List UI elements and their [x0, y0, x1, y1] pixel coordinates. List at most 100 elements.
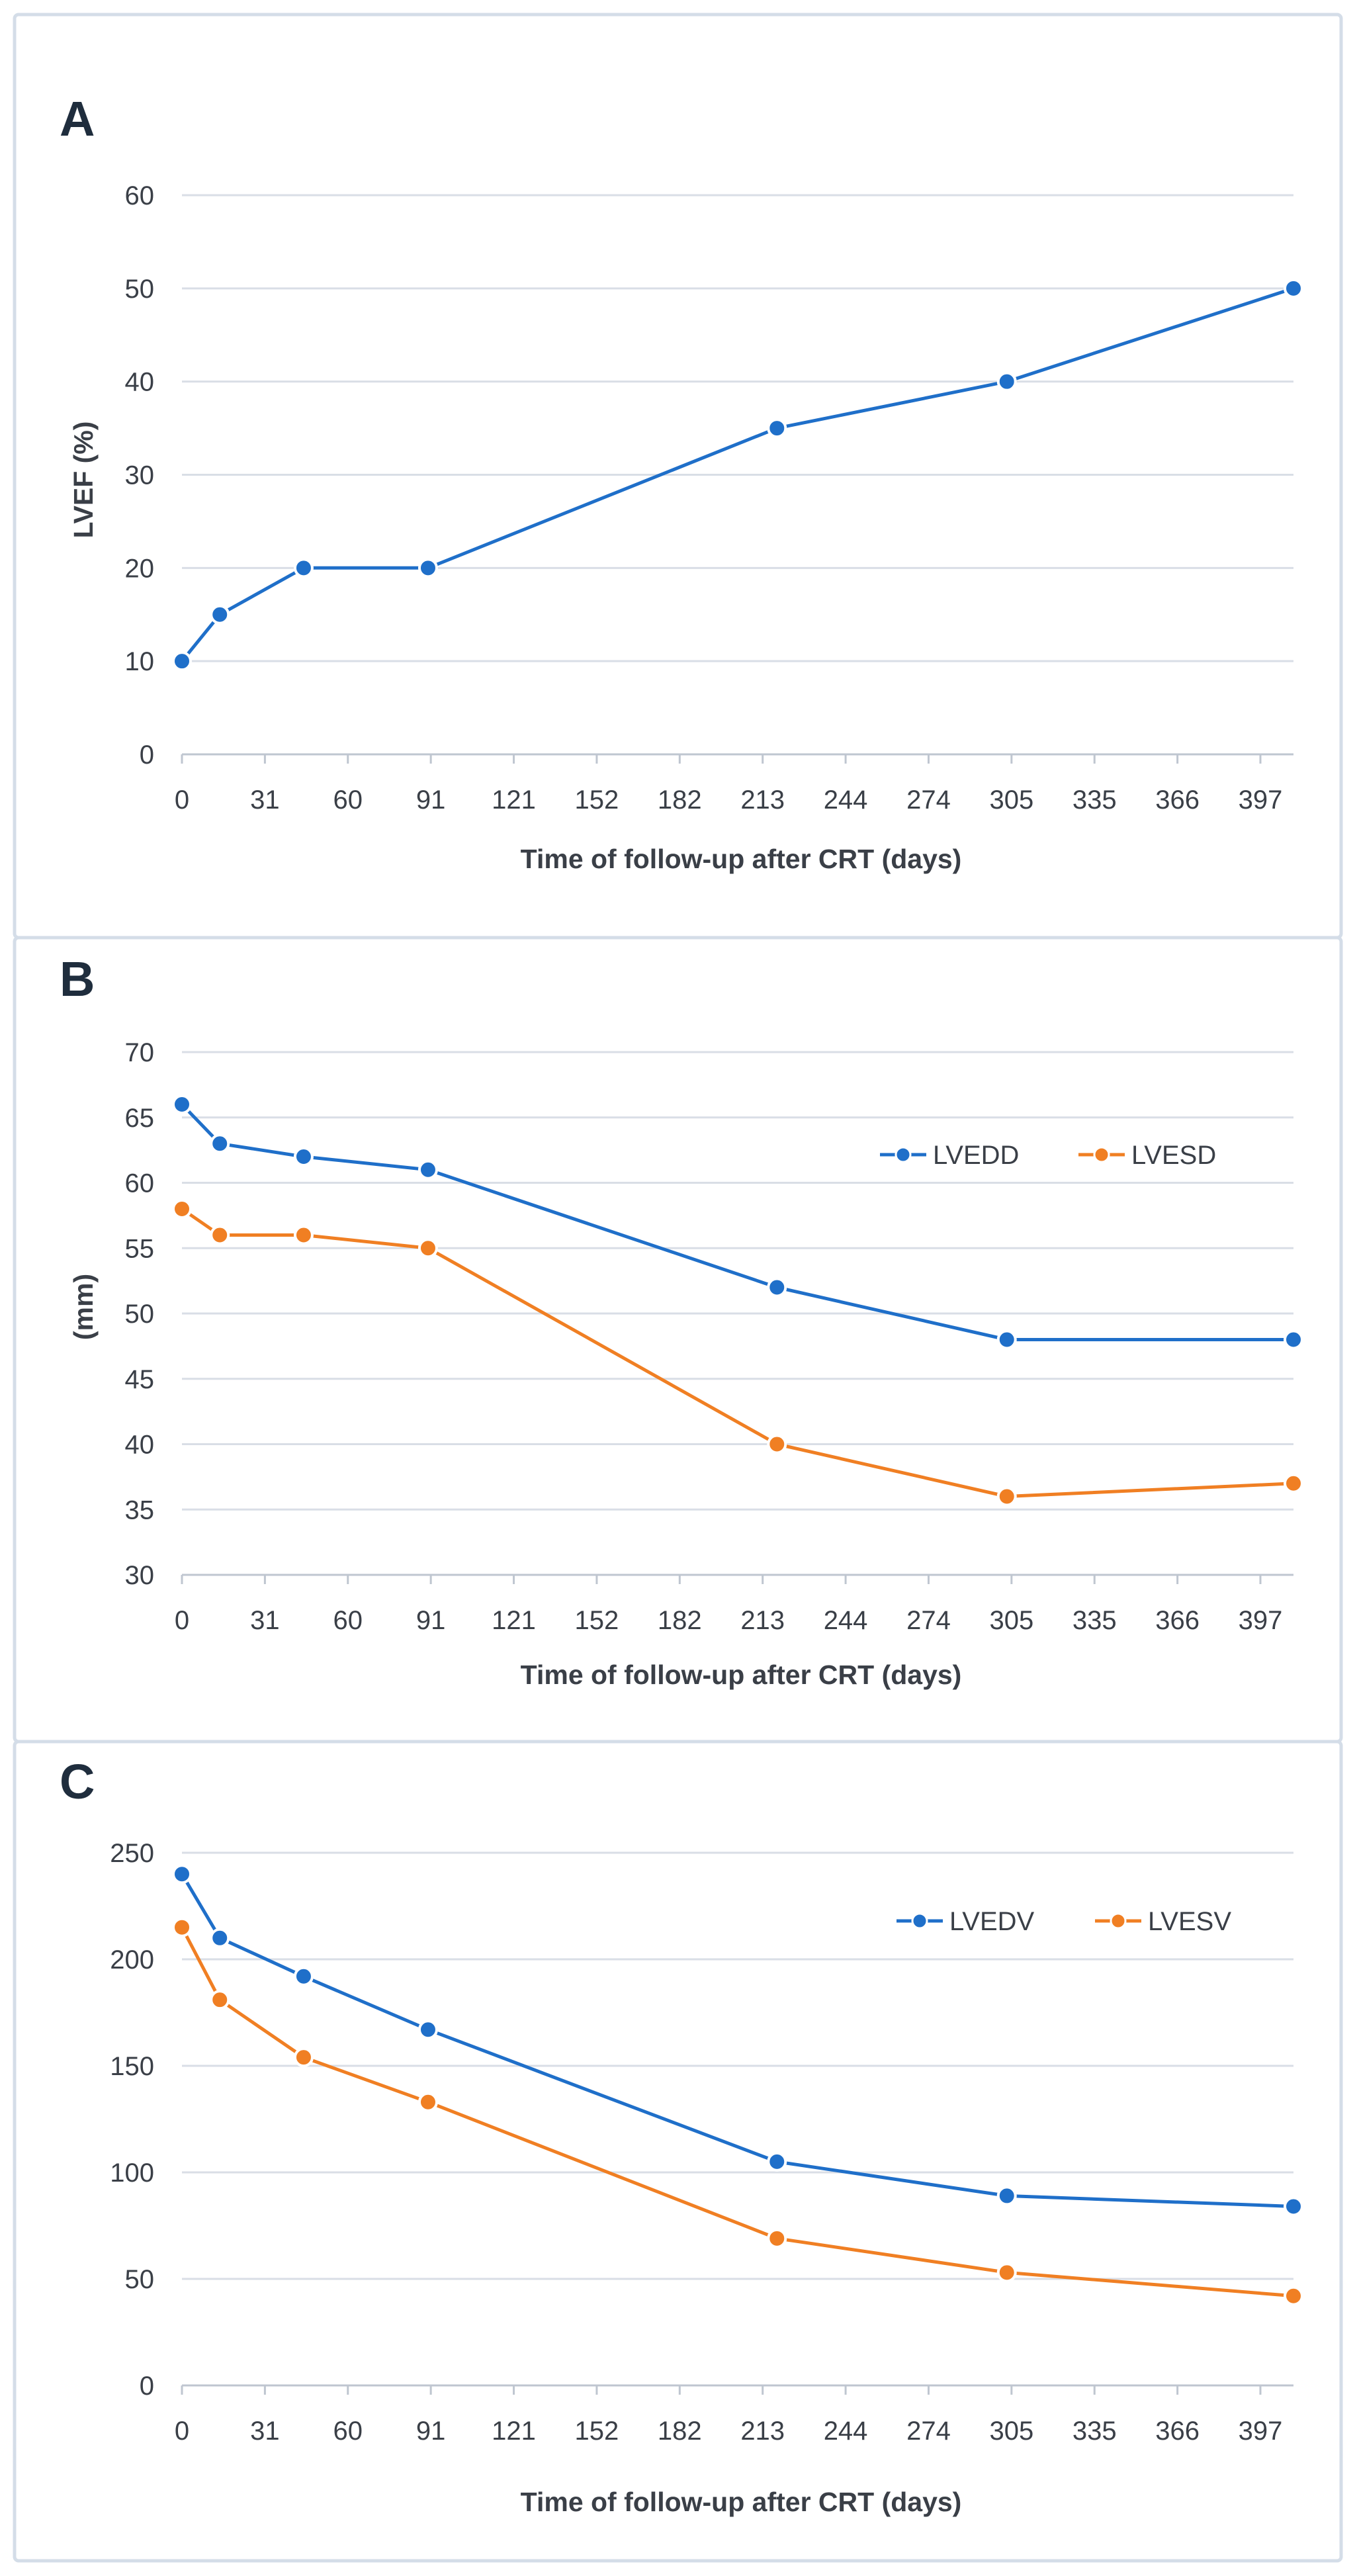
panel-c-lvesv-point: [172, 1917, 192, 1937]
panel-c-letter: C: [60, 1754, 95, 1809]
panel-b-lvesd-point: [293, 1225, 314, 1245]
panel-a-lvef-point: [417, 558, 438, 578]
panel-c-x-tick-label: 182: [658, 2417, 702, 2446]
panel-a-letter: A: [60, 91, 95, 146]
panel-c-x-tick-label: 0: [175, 2417, 189, 2446]
panel-a-x-tick-label: 397: [1239, 785, 1283, 815]
panel-c-x-tick-label: 60: [333, 2417, 363, 2446]
panel-b-x-tick-label: 0: [175, 1606, 189, 1635]
panel-c-lvesv-point: [996, 2262, 1017, 2283]
panel-c-y-tick-label: 0: [140, 2372, 154, 2401]
panel-c-x-tick-label: 366: [1155, 2417, 1200, 2446]
panel-c-x-axis-title: Time of follow-up after CRT (days): [521, 2487, 962, 2517]
panel-a-x-tick-label: 335: [1072, 785, 1117, 815]
panel-c-lvedv-point: [996, 2186, 1017, 2206]
panel-c-x-tick-label: 121: [492, 2417, 536, 2446]
panel-b-lvedd-point: [293, 1147, 314, 1167]
panel-a-y-tick-label: 50: [125, 275, 155, 304]
panel-a-lvef-point: [996, 371, 1017, 392]
panel-a-x-tick-label: 91: [416, 785, 446, 815]
panel-b-x-tick-label: 366: [1155, 1606, 1200, 1635]
panel-b: B 0 31 60 91 121 152 182 213 244 274 305 335 366 397 …: [13, 936, 1343, 1744]
panel-b-y-tick-label: 50: [125, 1300, 155, 1329]
panel-a-y-tick-label: 0: [140, 740, 154, 770]
panel-c-x-tick-label: 213: [740, 2417, 785, 2446]
panel-c-legend-lvesv-marker: [1110, 1912, 1127, 1930]
panel-b-lvesd-point: [996, 1486, 1017, 1507]
panel-b-y-tick-label: 30: [125, 1561, 155, 1590]
panel-a-y-tick-label: 10: [125, 647, 155, 676]
panel-b-lvedd-point: [767, 1277, 787, 1298]
panel-c-legend: LVEDV LVESV: [897, 1907, 1231, 1936]
panel-a-x-tick-label: 0: [175, 785, 189, 815]
panel-b-lvedd-point: [172, 1094, 192, 1114]
panel-b-x-tick-label: 121: [492, 1606, 536, 1635]
panel-a-x-axis-title: Time of follow-up after CRT (days): [521, 844, 962, 874]
panel-c-x-tick-label: 244: [824, 2417, 868, 2446]
panel-b-y-tick-label: 65: [125, 1104, 155, 1133]
panel-b-x-tick-label: 213: [740, 1606, 785, 1635]
panel-b-y-tick-label: 40: [125, 1431, 155, 1460]
panel-a-x-tick-label: 182: [658, 785, 702, 815]
panel-b-lvedd-point: [210, 1133, 230, 1154]
panel-a-x-tick-label: 274: [906, 785, 951, 815]
panel-c-x-tick-label: 152: [575, 2417, 619, 2446]
panel-c-y-tick-label: 100: [110, 2158, 154, 2188]
panel-c-lvesv-point: [417, 2092, 438, 2112]
panel-a-lvef-point: [210, 604, 230, 625]
panel-c-lvedv-point: [417, 2020, 438, 2040]
panel-a-lvef-point: [172, 651, 192, 672]
panel-c-lvesv-point: [767, 2228, 787, 2248]
panel-c-x-tick-label: 305: [989, 2417, 1033, 2446]
panel-b-lvesd-point: [767, 1434, 787, 1454]
panel-c-y-tick-label: 250: [110, 1839, 154, 1868]
panel-a-x-tick-label: 121: [492, 785, 536, 815]
panel-a-y-tick-label: 20: [125, 554, 155, 583]
panel-b-lvedd-point: [417, 1159, 438, 1180]
panel-b-letter: B: [60, 952, 95, 1006]
panel-a-x-tick-label: 213: [740, 785, 785, 815]
panel-c-legend-lvesv-label: LVESV: [1148, 1907, 1231, 1936]
panel-b-lvesd-point: [1284, 1473, 1303, 1493]
panel-a-lvef-point: [767, 418, 787, 439]
panel-b-x-tick-label: 335: [1072, 1606, 1117, 1635]
panel-a-x-tick-label: 244: [824, 785, 868, 815]
panel-b-legend-lvedd-marker: [895, 1146, 912, 1163]
panel-c-lvedv-point: [210, 1928, 230, 1948]
panel-b-x-tick-label: 60: [333, 1606, 363, 1635]
panel-c-x-tick-label: 397: [1239, 2417, 1283, 2446]
panel-b-y-tick-label: 45: [125, 1365, 155, 1394]
panel-b-lvesd-point: [210, 1225, 230, 1245]
panel-a-y-tick-label: 40: [125, 368, 155, 397]
panel-c-lvedv-point: [172, 1864, 192, 1885]
panel-b-x-tick-label: 152: [575, 1606, 619, 1635]
panel-b-legend: LVEDD LVESD: [880, 1141, 1216, 1170]
panel-c-y-tick-label: 150: [110, 2052, 154, 2081]
panel-c: C 0 31 60 91 121 152 182 213 244 274 305 335 366 397 …: [13, 1740, 1343, 2563]
panel-a-x-tick-label: 366: [1155, 785, 1200, 815]
panel-a-y-tick-label: 30: [125, 461, 155, 490]
panel-c-lvedv-point: [293, 1966, 314, 1986]
panel-c-lvesv-point: [1284, 2286, 1303, 2306]
panel-a-y-tick-label: 60: [125, 181, 155, 210]
panel-c-frame: [13, 1740, 1343, 2563]
panel-c-x-tick-label: 91: [416, 2417, 446, 2446]
panel-b-legend-lvesd-label: LVESD: [1131, 1141, 1216, 1170]
panel-b-y-tick-label: 55: [125, 1234, 155, 1263]
panel-b-y-tick-label: 60: [125, 1169, 155, 1198]
panel-b-y-tick-label: 35: [125, 1495, 155, 1525]
panel-a-lvef-point: [293, 558, 314, 578]
panel-b-x-tick-label: 244: [824, 1606, 868, 1635]
panel-b-x-tick-label: 397: [1239, 1606, 1283, 1635]
panel-a-x-tick-label: 152: [575, 785, 619, 815]
panel-b-lvedd-point: [1284, 1329, 1303, 1350]
panel-b-x-tick-label: 305: [989, 1606, 1033, 1635]
panel-c-x-tick-label: 31: [250, 2417, 280, 2446]
panel-b-lvedd-point: [996, 1329, 1017, 1350]
panel-a-x-tick-label: 305: [989, 785, 1033, 815]
panel-b-x-tick-label: 274: [906, 1606, 951, 1635]
panel-b-x-tick-label: 91: [416, 1606, 446, 1635]
panel-b-x-tick-label: 182: [658, 1606, 702, 1635]
panel-c-x-tick-label: 335: [1072, 2417, 1117, 2446]
